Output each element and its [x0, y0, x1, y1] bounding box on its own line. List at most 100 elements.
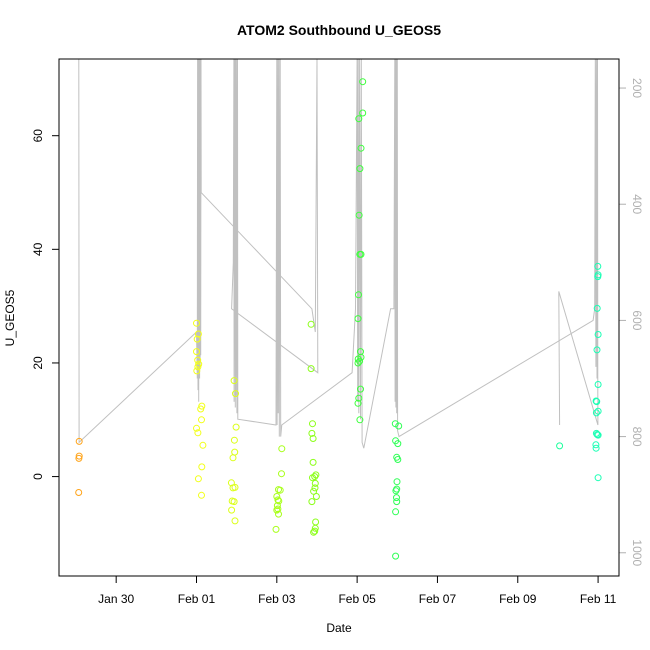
data-point: [594, 431, 602, 439]
data-point: [309, 474, 316, 482]
y-tick-label: 20: [31, 356, 45, 370]
x-tick-label: Feb 03: [258, 592, 296, 606]
data-point: [194, 356, 202, 364]
data-point: [310, 528, 318, 536]
y-tick-label: 40: [31, 242, 45, 256]
data-point: [75, 437, 83, 445]
data-point: [392, 487, 400, 495]
data-point: [594, 381, 602, 388]
x-tick-label: Jan 30: [98, 592, 134, 606]
x-tick-label: Feb 11: [580, 592, 617, 606]
y2-tick-label: 1000: [630, 539, 644, 566]
data-point: [229, 454, 237, 462]
data-point: [594, 407, 602, 415]
data-point: [273, 493, 281, 500]
chart-title: ATOM2 Southbound U_GEOS5: [237, 22, 441, 38]
data-point: [194, 330, 202, 338]
data-point: [359, 78, 367, 86]
y-tick-label: 60: [31, 129, 45, 143]
data-point: [310, 487, 318, 495]
data-point: [198, 491, 205, 499]
data-point: [230, 498, 238, 506]
data-point: [593, 398, 601, 406]
data-point: [308, 498, 316, 506]
data-point: [308, 429, 316, 437]
data-point: [357, 144, 365, 152]
data-point: [394, 456, 402, 463]
data-point: [230, 436, 238, 444]
x-tick-label: Feb 01: [178, 592, 216, 606]
data-point: [594, 474, 602, 482]
data-point: [272, 525, 280, 533]
data-point: [231, 448, 239, 456]
pressure-trace-line: [78, 59, 599, 449]
data-point: [592, 409, 600, 417]
data-point: [197, 405, 205, 413]
data-point: [355, 115, 363, 123]
data-point: [307, 320, 315, 328]
data-point: [556, 442, 564, 450]
data-point: [75, 454, 83, 462]
data-point: [311, 484, 319, 492]
data-point: [394, 440, 402, 448]
data-point: [193, 348, 200, 356]
data-point: [193, 319, 200, 327]
data-point: [307, 365, 315, 373]
y2-tick-label: 400: [630, 194, 644, 214]
data-point: [231, 517, 239, 525]
y2-tick-label: 200: [630, 78, 644, 98]
data-point: [594, 262, 602, 270]
data-point: [198, 416, 205, 424]
y2-tick-label: 600: [630, 310, 644, 330]
data-point: [273, 506, 281, 514]
data-point: [193, 335, 201, 343]
data-point: [593, 304, 601, 312]
data-point: [232, 390, 239, 398]
data-point: [356, 416, 364, 424]
pressure-trace-layer: [78, 59, 599, 449]
data-point: [312, 493, 320, 500]
data-point: [355, 394, 363, 402]
data-point: [594, 273, 602, 281]
data-point: [354, 359, 362, 367]
data-point: [276, 486, 284, 494]
data-point: [274, 505, 282, 513]
data-point: [230, 377, 238, 385]
data-point: [359, 109, 367, 117]
data-point: [309, 458, 317, 466]
data-point: [193, 424, 200, 432]
data-point: [311, 527, 319, 535]
data-point: [592, 441, 600, 449]
data-point: [232, 423, 240, 431]
data-point: [392, 508, 400, 516]
data-point: [355, 211, 363, 219]
data-point: [229, 484, 237, 492]
data-point: [75, 489, 83, 496]
data-point: [393, 494, 400, 502]
data-point: [75, 452, 83, 460]
data-point: [193, 367, 201, 375]
data-point: [194, 363, 202, 371]
data-point: [592, 397, 600, 405]
data-point: [392, 552, 400, 560]
data-point: [194, 429, 202, 437]
data-point: [356, 250, 364, 258]
data-point: [275, 510, 282, 518]
y-axis-label: U_GEOS5: [3, 289, 17, 346]
data-point: [592, 444, 600, 452]
data-point: [311, 524, 319, 532]
x-axis-label: Date: [326, 621, 352, 635]
data-point: [592, 429, 600, 437]
data-point: [228, 506, 236, 514]
data-point: [278, 470, 285, 478]
data-point: [309, 420, 316, 428]
y2-tick-label: 800: [630, 427, 644, 447]
y-tick-label: 0: [31, 473, 45, 480]
x-tick-label: Feb 07: [419, 592, 457, 606]
data-point: [593, 346, 601, 354]
data-point: [312, 518, 320, 526]
data-point: [356, 165, 364, 173]
plot-frame: [58, 58, 620, 577]
x-tick-label: Feb 05: [338, 592, 376, 606]
data-point: [199, 441, 207, 449]
